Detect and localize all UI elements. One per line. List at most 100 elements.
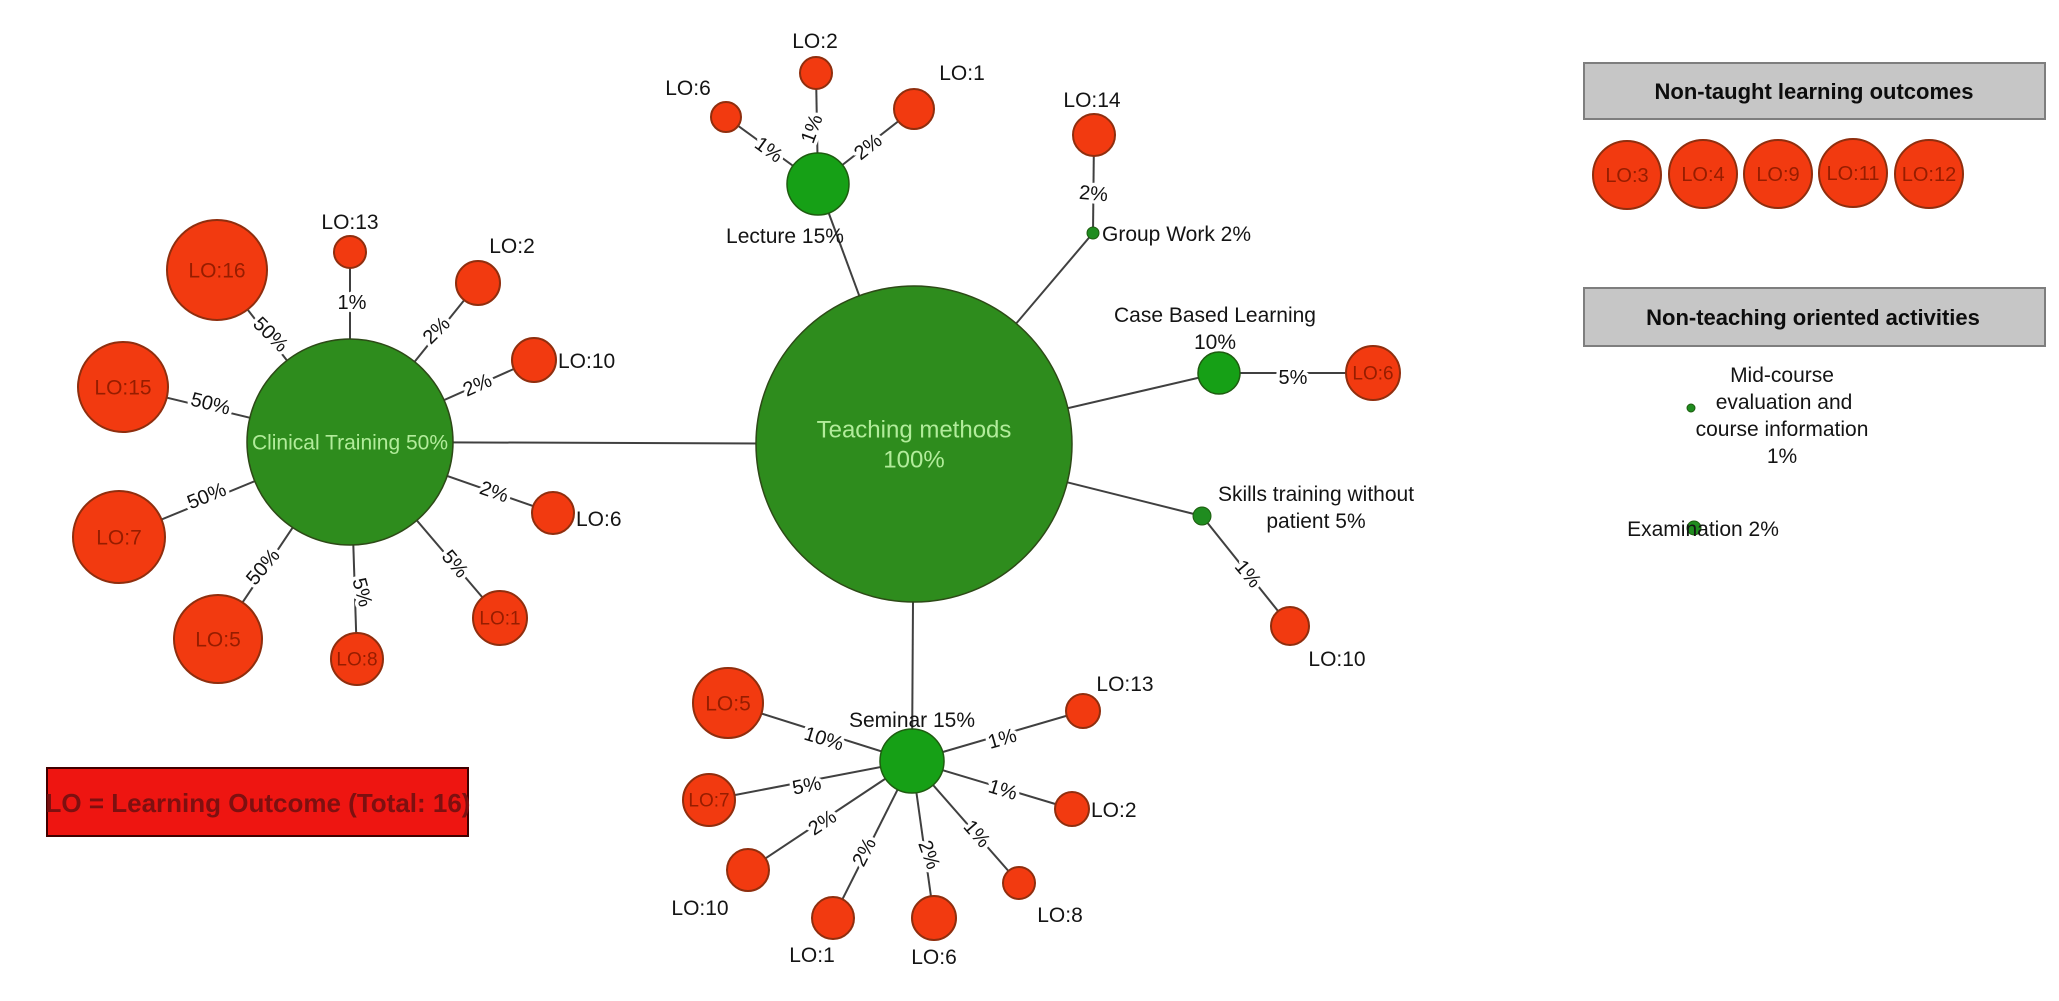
node-labels-layer: Teaching methods 100% Clinical Training 50… — [94, 30, 1414, 969]
node-label-lecture: Lecture 15% — [726, 225, 844, 248]
node-l_lo2 — [799, 56, 833, 90]
edge-seminar-s_lo7 — [708, 760, 913, 801]
node-label-c_lo7: LO:7 — [96, 526, 142, 549]
node-lo14 — [1072, 113, 1116, 157]
node-label-teaching-line2: 100% — [883, 446, 944, 473]
edge-label-clinical-c_lo7: 50% — [184, 479, 230, 514]
node-seminar — [879, 728, 945, 794]
node-label-groupwork: Group Work 2% — [1102, 223, 1251, 246]
node-casebased — [1197, 351, 1241, 395]
node-label-s_lo13: LO:13 — [1096, 673, 1153, 696]
node-label-skills-line1: Skills training without — [1218, 483, 1414, 506]
edge-label-skills-sk_lo10: 1% — [1230, 556, 1266, 592]
node-l_lo6 — [710, 101, 742, 133]
node-c_lo16 — [166, 219, 268, 321]
node-c_lo8 — [330, 632, 384, 686]
mid-course-evaluation-text-line3: course information — [1696, 418, 1869, 441]
node-label-c_lo13: LO:13 — [321, 211, 378, 234]
edge-label-clinical-c_lo13: 1% — [338, 292, 367, 314]
non-taught-circle-lo12 — [1894, 139, 1964, 209]
node-label-lo14: LO:14 — [1063, 89, 1121, 112]
non-taught-header-title: Non-taught learning outcomes — [1655, 79, 1974, 104]
node-label-l_lo2: LO:2 — [792, 30, 838, 53]
side-panel-items: LO:3 LO:4 LO:9 LO:11 LO:12 Mid-course evaluati… — [1592, 138, 1964, 541]
edge-label-clinical-c_lo10: 2% — [460, 370, 496, 402]
edge-label-clinical-c_lo15: 50% — [188, 389, 232, 420]
edge-label-seminar-s_lo13: 1% — [985, 725, 1019, 754]
node-label-l_lo1: LO:1 — [939, 62, 985, 85]
edge-label-seminar-s_lo5: 10% — [801, 723, 846, 756]
node-label-c_lo15: LO:15 — [94, 376, 151, 399]
node-label-l_lo6: LO:6 — [665, 77, 711, 100]
node-clinical — [246, 338, 454, 546]
node-label-sk_lo10: LO:10 — [1308, 648, 1365, 671]
edge-label-lecture-l_lo2: 1% — [797, 111, 828, 146]
node-label-s_lo6: LO:6 — [911, 946, 957, 969]
mid-course-evaluation-text-line2: evaluation and — [1716, 391, 1853, 414]
non-taught-circle-lo11 — [1818, 138, 1888, 208]
edge-label-seminar-s_lo2: 1% — [986, 776, 1020, 806]
node-label-c_lo16: LO:16 — [188, 259, 245, 282]
node-label-c_lo10: LO:10 — [558, 350, 615, 373]
node-label-c_lo5: LO:5 — [195, 628, 241, 651]
node-s_lo10 — [726, 848, 770, 892]
non-taught-circle-label-2: LO:4 — [1681, 164, 1724, 186]
node-label-s_lo1: LO:1 — [789, 944, 835, 967]
non-taught-circle-label-4: LO:11 — [1827, 163, 1880, 185]
node-s_lo1 — [811, 896, 855, 940]
examination-text-line1: Examination 2% — [1627, 518, 1779, 541]
mid-course-evaluation-dot-icon — [1686, 403, 1696, 413]
legend: LO = Learning Outcome (Total: 16) — [46, 767, 471, 837]
node-c_lo1 — [472, 590, 528, 646]
node-c_lo2 — [455, 260, 501, 306]
legend-text: LO = Learning Outcome (Total: 16) — [46, 788, 471, 818]
edge-skills-sk_lo10 — [1201, 515, 1291, 627]
node-sk_lo10 — [1270, 606, 1310, 646]
node-label-skills-line2: patient 5% — [1266, 510, 1365, 533]
node-label-s_lo8: LO:8 — [1037, 904, 1083, 927]
node-c_lo5 — [173, 594, 263, 684]
non-taught-header-box — [1583, 62, 2046, 120]
non-taught-circle-label-1: LO:3 — [1605, 165, 1648, 187]
non-taught-circle-label-3: LO:9 — [1756, 164, 1799, 186]
node-c_lo10 — [511, 337, 557, 383]
node-s_lo8 — [1002, 866, 1036, 900]
node-label-cb_lo6: LO:6 — [1352, 364, 1393, 385]
mid-course-evaluation-text-line1: Mid-course — [1730, 364, 1834, 387]
examination-dot-icon — [1686, 520, 1702, 536]
node-c_lo7 — [72, 490, 166, 584]
node-c_lo6 — [531, 491, 575, 535]
node-groupwork — [1086, 226, 1100, 240]
edge-seminar-s_lo10 — [747, 760, 913, 871]
edge-label-clinical-c_lo6: 2% — [477, 477, 512, 507]
node-s_lo7 — [682, 773, 736, 827]
non-taught-circle-label-5: LO:12 — [1902, 164, 1956, 186]
node-label-c_lo1: LO:1 — [479, 609, 520, 630]
node-label-c_lo8: LO:8 — [336, 650, 377, 671]
non-taught-circle-lo3 — [1592, 140, 1662, 210]
node-label-s_lo5: LO:5 — [705, 692, 751, 715]
edge-label-seminar-s_lo7: 5% — [791, 773, 824, 800]
node-label-casebased-line2: 10% — [1194, 331, 1236, 354]
node-teaching — [755, 285, 1073, 603]
side-panel: Non-taught learning outcomes Non-teachin… — [1583, 62, 2046, 347]
edge-label-casebased-cb_lo6: 5% — [1279, 367, 1308, 389]
edge-label-seminar-s_lo1: 2% — [848, 834, 881, 870]
edge-label-clinical-c_lo5: 50% — [242, 545, 285, 590]
node-c_lo13 — [333, 235, 367, 269]
non-teaching-header-title: Non-teaching oriented activities — [1646, 305, 1980, 330]
node-l_lo1 — [893, 88, 935, 130]
node-label-seminar: Seminar 15% — [849, 709, 975, 732]
node-lecture — [786, 152, 850, 216]
node-s_lo6 — [911, 895, 957, 941]
node-label-s_lo2: LO:2 — [1091, 799, 1137, 822]
node-label-clinical: Clinical Training 50% — [252, 431, 448, 454]
non-taught-circle-lo4 — [1668, 139, 1738, 209]
node-label-s_lo10: LO:10 — [671, 897, 728, 920]
legend-box — [46, 767, 469, 837]
node-s_lo5 — [692, 667, 764, 739]
node-label-teaching-line1: Teaching methods — [817, 416, 1012, 443]
node-c_lo15 — [77, 341, 169, 433]
